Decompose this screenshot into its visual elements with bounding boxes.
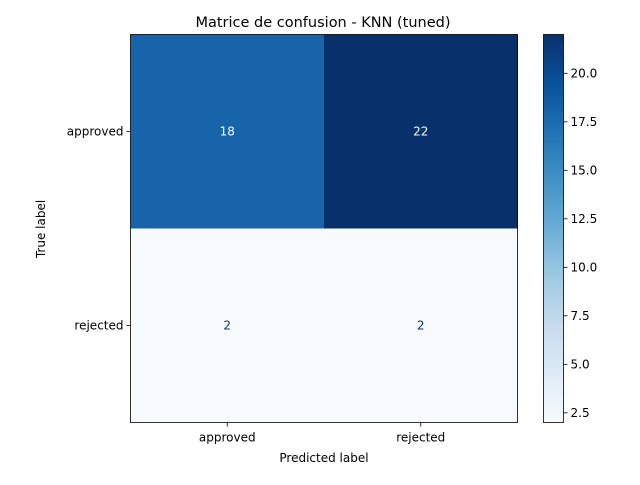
colorbar-tick-label: 20.0 [571, 66, 598, 80]
cell-value-label: 2 [417, 319, 425, 333]
y-tick-label: approved [67, 125, 124, 139]
matrix-cell [324, 34, 518, 229]
chart-title: Matrice de confusion - KNN (tuned) [195, 15, 450, 31]
matrix-cell [130, 34, 325, 229]
colorbar-tick-label: 10.0 [571, 260, 598, 274]
x-tick-label: approved [199, 431, 256, 445]
colorbar-tick-label: 12.5 [571, 212, 598, 226]
colorbar [543, 34, 564, 423]
x-axis-ticks: approved rejected [199, 422, 445, 445]
matrix-cells [130, 34, 518, 423]
matrix-cell [324, 228, 518, 423]
matrix-cell-labels: 18 222 2 [220, 125, 429, 333]
cell-value-label: 18 [220, 125, 235, 139]
colorbar-tick-label: 5.0 [571, 357, 590, 371]
colorbar-tick-label: 2.5 [571, 406, 590, 420]
x-tick-label: rejected [396, 431, 445, 445]
x-axis-label: Predicted label [279, 451, 368, 465]
cell-value-label: 22 [413, 125, 428, 139]
y-axis-ticks: approved rejected [67, 125, 131, 333]
colorbar-ticks: 2.5 5.0 7.5 10.0 12.5 15.0 17.5 20.0 [563, 66, 598, 420]
y-axis-label: True label [34, 200, 48, 259]
colorbar-tick-label: 15.0 [571, 163, 598, 177]
matrix-cell [130, 228, 325, 423]
cell-value-label: 2 [223, 319, 231, 333]
colorbar-tick-label: 7.5 [571, 309, 590, 323]
plot-frame [130, 34, 518, 423]
colorbar-tick-label: 17.5 [571, 115, 598, 129]
y-tick-label: rejected [74, 319, 123, 333]
